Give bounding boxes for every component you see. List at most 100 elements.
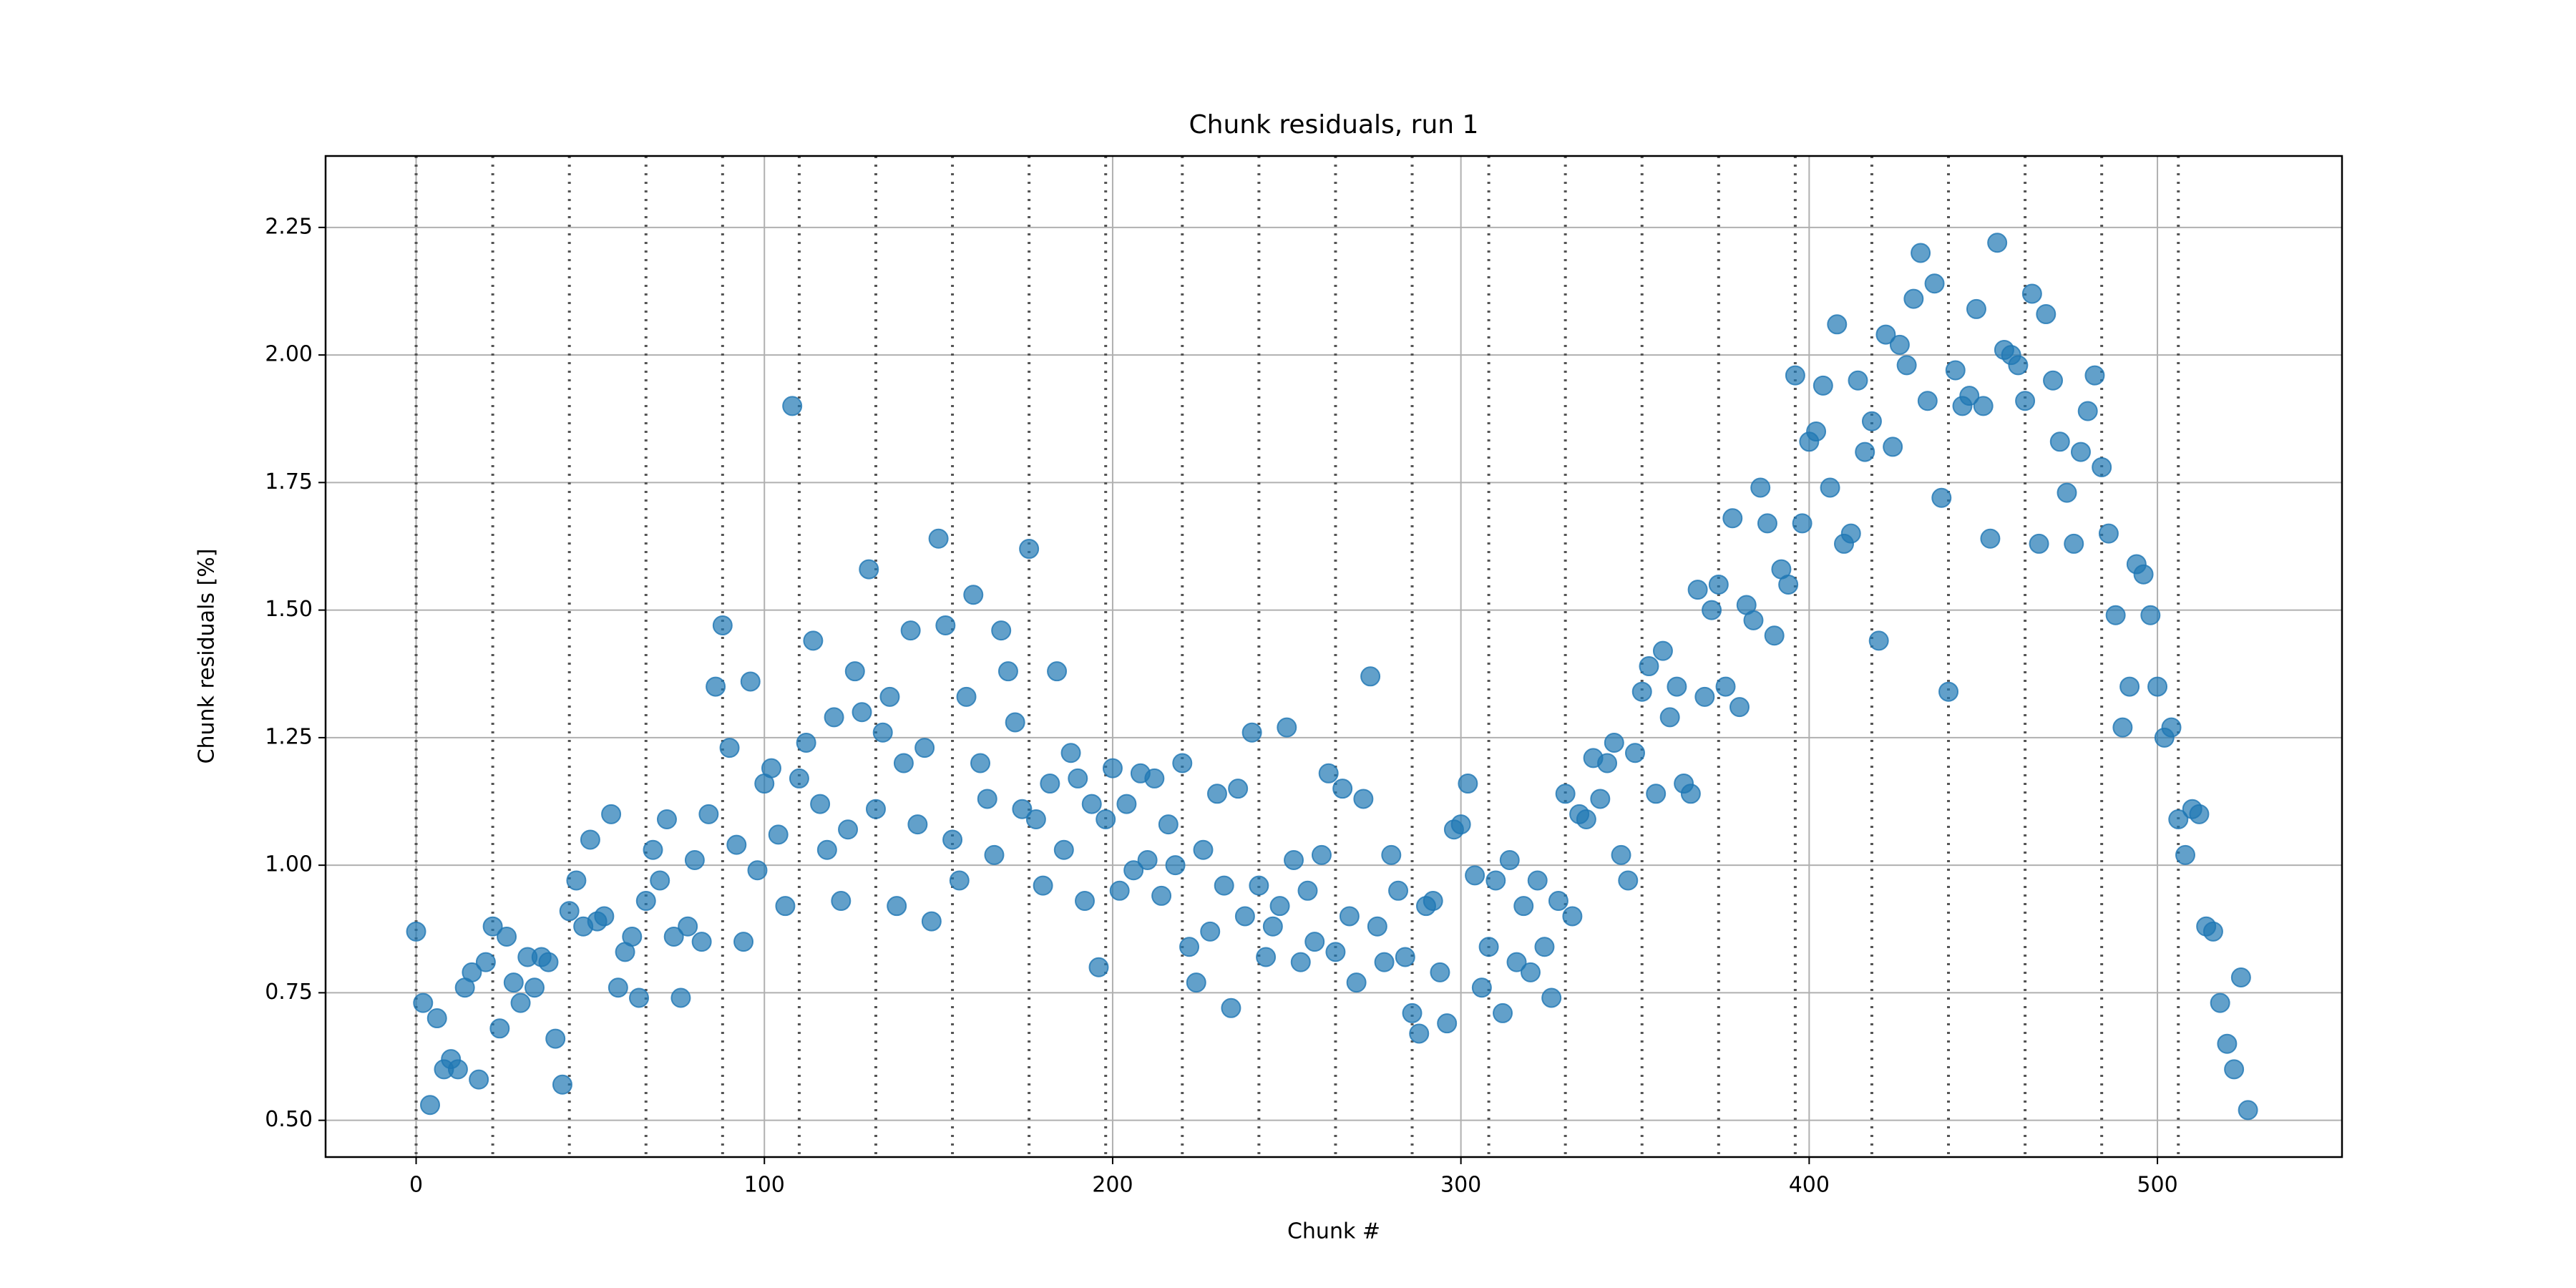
point [1193, 839, 1214, 860]
point [747, 860, 768, 881]
point [1820, 477, 1840, 498]
point [1437, 1013, 1458, 1034]
y-tick-label: 1.25 [265, 724, 313, 749]
y-tick-label: 0.50 [265, 1107, 313, 1132]
y-axis-label: Chunk residuals [%] [195, 549, 220, 764]
point [1060, 743, 1081, 763]
point [1214, 875, 1234, 896]
point [1206, 784, 1227, 804]
point [1005, 712, 1025, 733]
point [1604, 733, 1624, 753]
point [1458, 774, 1478, 794]
point [1228, 779, 1249, 799]
point [1116, 794, 1137, 814]
point [1513, 896, 1534, 917]
point [970, 753, 990, 774]
point [1903, 288, 1924, 309]
point [796, 733, 816, 753]
point [1402, 1002, 1423, 1023]
point [1353, 789, 1374, 809]
point [1053, 839, 1074, 860]
point [2049, 431, 2070, 452]
point [1966, 298, 1986, 319]
point [1493, 1002, 1513, 1023]
point [559, 901, 580, 922]
point [691, 932, 712, 952]
y-tick-label: 1.00 [265, 852, 313, 877]
point [1200, 921, 1221, 942]
point [963, 585, 984, 605]
point [1590, 789, 1611, 809]
point [1715, 676, 1736, 697]
point [1911, 243, 1931, 263]
point [1875, 324, 1896, 345]
point [1234, 906, 1255, 927]
point [2147, 676, 2168, 697]
point [1249, 875, 1269, 896]
point [698, 804, 719, 824]
point [852, 702, 872, 723]
point [1764, 625, 1785, 646]
point [622, 926, 643, 947]
point [921, 911, 942, 932]
plot-frame [324, 155, 2343, 1158]
point [1792, 513, 1813, 534]
point [1631, 681, 1652, 702]
point [991, 620, 1012, 641]
point [879, 686, 900, 707]
point [2015, 391, 2036, 411]
point [1388, 880, 1409, 901]
point [1694, 686, 1715, 707]
point [1088, 957, 1109, 977]
point [789, 768, 809, 789]
point [2230, 967, 2251, 988]
point [1012, 799, 1033, 819]
point [1395, 947, 1415, 967]
point [1980, 528, 2001, 549]
y-tick-label: 1.75 [265, 469, 313, 494]
point [1367, 916, 1387, 937]
y-tick-label: 2.25 [265, 214, 313, 239]
point [629, 987, 650, 1008]
point [1269, 896, 1290, 917]
point [2064, 533, 2084, 554]
point [1555, 784, 1576, 804]
point [608, 977, 628, 998]
point [956, 686, 977, 707]
point [420, 1095, 441, 1116]
x-tick-label: 300 [1440, 1173, 1481, 1198]
point [2105, 605, 2126, 625]
point [635, 891, 656, 912]
point [1917, 391, 1938, 411]
point [1290, 952, 1311, 972]
point [900, 620, 921, 641]
point [1075, 891, 1096, 912]
point [678, 916, 698, 937]
point [1667, 676, 1687, 697]
point [726, 834, 747, 855]
x-tick-label: 200 [1092, 1173, 1133, 1198]
point [1019, 539, 1040, 560]
point [816, 839, 837, 860]
point [1987, 233, 2008, 253]
chart-title: Chunk residuals, run 1 [1189, 110, 1479, 140]
point [2202, 921, 2223, 942]
point [1304, 932, 1325, 952]
point [1896, 355, 1917, 376]
point [1047, 661, 1068, 682]
point [1346, 972, 1367, 993]
point [761, 758, 781, 779]
point [406, 921, 426, 942]
point [984, 844, 1005, 865]
point [1381, 844, 1402, 865]
point [2161, 717, 2182, 738]
point [2133, 564, 2154, 585]
point [1025, 809, 1046, 829]
point [1785, 365, 1805, 386]
point [1374, 952, 1395, 972]
point [1827, 314, 1848, 335]
point [1465, 865, 1485, 886]
point [1840, 523, 1861, 544]
point [2057, 482, 2077, 503]
